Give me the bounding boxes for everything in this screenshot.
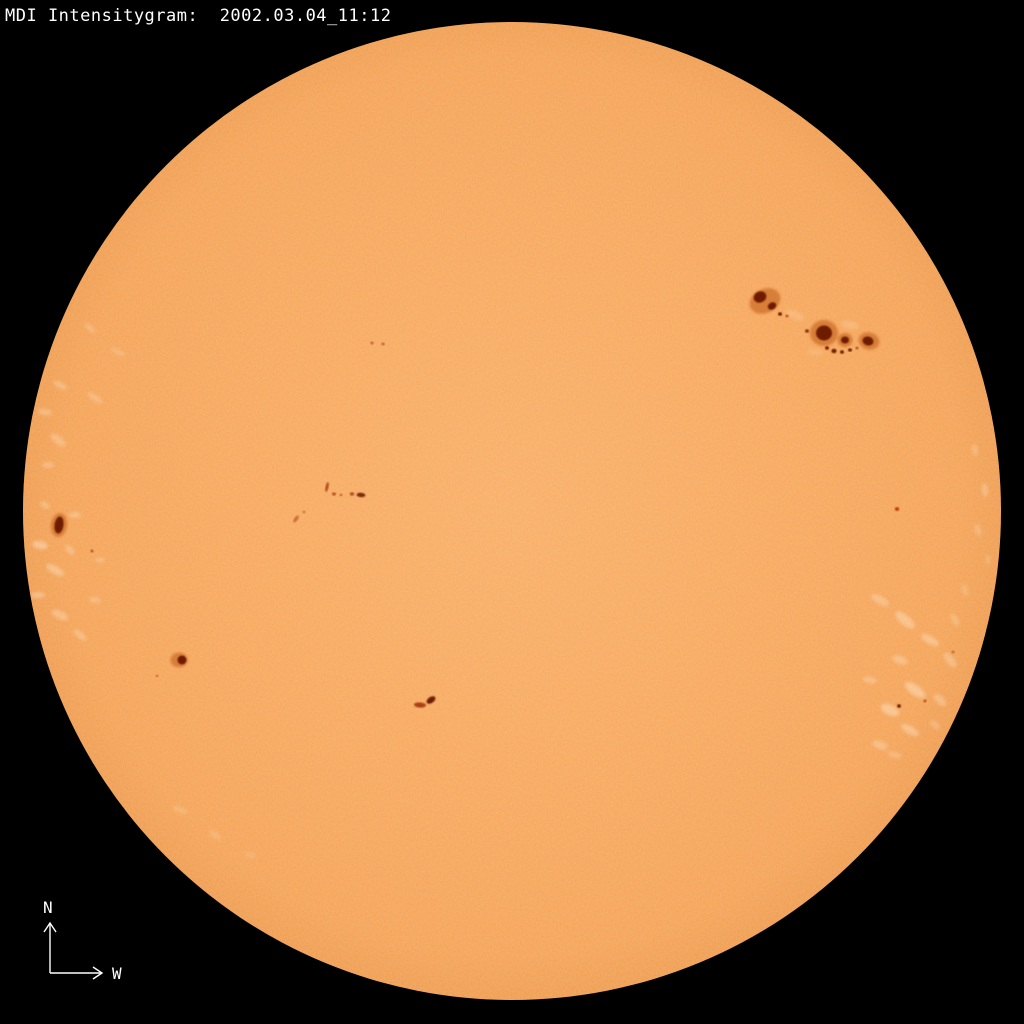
facula-patch xyxy=(807,349,823,355)
facula-patch xyxy=(50,433,66,447)
facula-patch xyxy=(930,720,940,730)
sunspot-pore xyxy=(302,510,306,514)
facula-patch xyxy=(31,592,45,598)
image-title: MDI Intensitygram: 2002.03.04_11:12 xyxy=(5,6,392,26)
facula-patch xyxy=(89,596,101,604)
facula-patch xyxy=(244,851,256,859)
facula-patch xyxy=(985,555,991,565)
sunspot-pore xyxy=(414,702,426,708)
facula-patch xyxy=(892,655,908,665)
sunspot-umbra xyxy=(805,329,809,333)
facula-patch xyxy=(974,524,982,536)
sunspot-pore xyxy=(855,346,859,350)
sunspot-pore xyxy=(951,650,955,654)
facula-patch xyxy=(172,806,188,814)
sunspot-umbra xyxy=(840,350,844,354)
facula-patch xyxy=(40,501,50,509)
facula-patch xyxy=(961,584,969,596)
facula-patch xyxy=(785,309,805,321)
compass-north-arrowhead xyxy=(43,921,57,933)
facula-patch xyxy=(87,392,103,404)
facula-patch xyxy=(981,483,989,497)
facula-patch xyxy=(971,444,979,456)
sunspot-pore xyxy=(381,342,385,346)
facula-patch xyxy=(69,512,81,518)
compass-north-label: N xyxy=(43,898,53,917)
sunspot-umbra xyxy=(862,336,874,346)
facula-patch xyxy=(872,740,888,750)
sunspot-umbra xyxy=(753,291,767,303)
facula-patch xyxy=(950,613,960,627)
sunspot-pore xyxy=(293,515,299,523)
facula-patch xyxy=(42,462,54,468)
facula-patch xyxy=(51,609,69,621)
sunspot-pore xyxy=(339,493,343,497)
sunspot-pore xyxy=(325,482,329,492)
facula-patch xyxy=(208,830,222,840)
facula-patch xyxy=(46,563,64,577)
sunspot-umbra xyxy=(816,325,832,341)
sunspot-umbra xyxy=(177,655,187,665)
facula-patch xyxy=(863,676,877,684)
facula-patch xyxy=(895,611,915,629)
facula-patch xyxy=(110,347,126,357)
facula-patch xyxy=(943,652,957,668)
sunspot-pore xyxy=(785,314,789,318)
sunspot-umbra xyxy=(426,696,436,704)
facula-patch xyxy=(32,540,48,550)
compass-west-arrowhead xyxy=(92,966,104,980)
facula-patch xyxy=(65,545,75,555)
facula-patch xyxy=(841,320,859,330)
orientation-compass: N W xyxy=(43,898,122,983)
sunspot-pore xyxy=(155,674,159,678)
facula-patch xyxy=(901,723,919,737)
sunspot-umbra xyxy=(894,507,900,511)
facula-patch xyxy=(904,681,926,699)
facula-patch xyxy=(95,557,105,563)
sunspot-pore xyxy=(90,549,94,553)
sunspot-umbra xyxy=(897,704,901,708)
compass-west-label: W xyxy=(112,964,122,983)
sunspot-pore xyxy=(349,492,355,496)
facula-patch xyxy=(38,408,52,416)
sunspot-umbra xyxy=(54,516,64,534)
sunspot-pore xyxy=(923,699,927,703)
sunspot-umbra xyxy=(848,348,852,352)
sunspot-umbra xyxy=(356,492,366,498)
facula-patch xyxy=(871,593,889,607)
sunspot-umbra xyxy=(778,312,782,316)
sunspot-umbra xyxy=(825,346,829,350)
facula-patch xyxy=(880,703,900,717)
faculae-patches xyxy=(31,309,991,859)
facula-patch xyxy=(84,323,96,333)
facula-patch xyxy=(888,751,902,759)
facula-patch xyxy=(921,633,939,647)
sunspot-pore xyxy=(332,492,336,496)
sunspot-groups xyxy=(50,288,955,708)
sunspot-umbra xyxy=(831,348,837,354)
sunspot-umbra xyxy=(841,336,849,344)
sunspot-umbra xyxy=(767,302,777,310)
facula-patch xyxy=(73,629,87,641)
sunspot-pore xyxy=(370,341,374,345)
facula-patch xyxy=(933,693,947,707)
facula-patch xyxy=(52,380,68,390)
